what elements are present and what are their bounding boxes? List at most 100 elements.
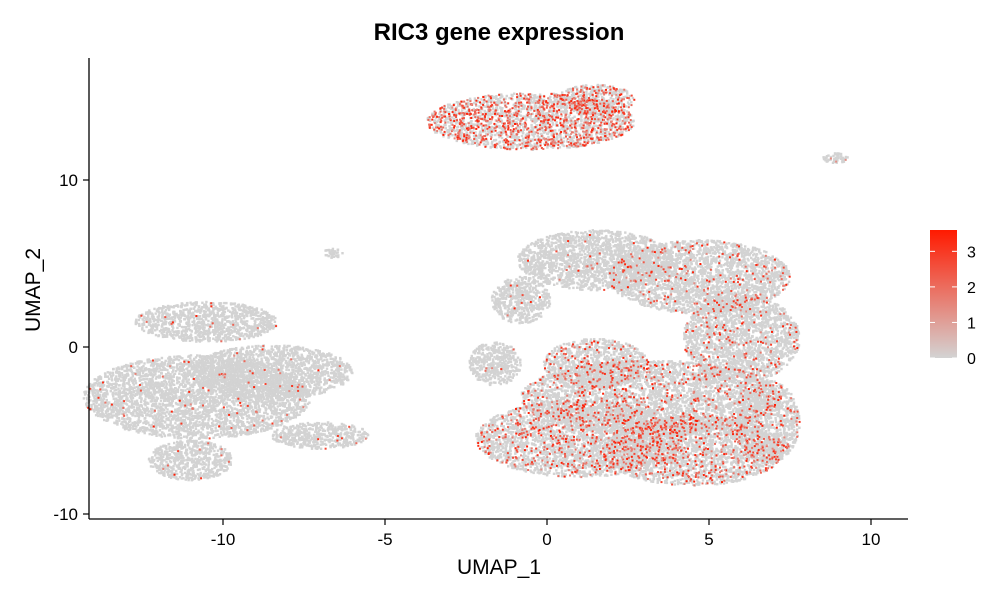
cell-point (208, 417, 210, 419)
cell-point (181, 392, 183, 394)
cell-point (189, 437, 191, 439)
cell-point (221, 434, 223, 436)
cell-point (234, 428, 236, 430)
cell-point (148, 370, 150, 372)
cell-point (157, 335, 159, 337)
cell-point (138, 377, 140, 379)
cell-point (160, 397, 162, 399)
cell-point (174, 387, 176, 389)
cell-point (175, 395, 177, 397)
cell-point (173, 411, 175, 413)
cell-point (241, 412, 243, 414)
cell-point (177, 437, 179, 439)
cell-point (111, 372, 113, 374)
cell-point (120, 404, 122, 406)
cell-point (172, 369, 174, 371)
cell-point (214, 320, 216, 322)
cell-point (188, 323, 190, 325)
cell-point (224, 324, 226, 326)
cell-point (253, 430, 255, 432)
cell-point (284, 420, 286, 422)
cell-point (165, 383, 167, 385)
cell-point (155, 377, 157, 379)
cell-point (155, 403, 157, 405)
cell-point (116, 404, 118, 406)
cell-point (158, 434, 160, 436)
cell-point (191, 411, 193, 413)
cell-point (101, 409, 103, 411)
cell-point (152, 417, 154, 419)
cell-point (151, 399, 153, 401)
cell-point (205, 424, 207, 426)
cell-point (154, 405, 156, 407)
cell-point (233, 393, 235, 395)
cell-point (158, 312, 160, 314)
cell-point (185, 363, 187, 365)
cell-point (102, 395, 104, 397)
cell-point (111, 376, 113, 378)
cell-point (175, 358, 177, 360)
cell-point (155, 334, 157, 336)
cell-point (176, 379, 178, 381)
cell-point (285, 369, 287, 371)
cell-point (98, 407, 100, 409)
cell-point (181, 357, 183, 359)
cell-point (222, 428, 224, 430)
cell-point (179, 321, 181, 323)
cell-point (148, 380, 150, 382)
cell-point (340, 368, 342, 370)
cell-point (232, 401, 234, 403)
cell-point (163, 363, 165, 365)
cell-point (242, 432, 244, 434)
cell-point (189, 302, 191, 304)
cell-point (229, 329, 231, 331)
cell-point (199, 383, 201, 385)
cell-point (172, 331, 174, 333)
cell-point (107, 386, 109, 388)
cell-point (173, 395, 175, 397)
cell-point (213, 407, 215, 409)
cell-point (198, 393, 200, 395)
cell-point (205, 437, 207, 439)
cell-point (167, 377, 169, 379)
cell-point (277, 421, 279, 423)
cell-point (195, 402, 197, 404)
cell-point (237, 318, 239, 320)
cell-point (138, 408, 140, 410)
cell-point (191, 385, 193, 387)
cell-point (227, 398, 229, 400)
cell-point (171, 418, 173, 420)
cell-point (195, 337, 197, 339)
cell-point (275, 416, 277, 418)
cell-point (216, 363, 218, 365)
cell-point (206, 409, 208, 411)
cell-point (282, 410, 284, 412)
cell-point (192, 419, 194, 421)
cell-point (110, 413, 112, 415)
cell-point (242, 335, 244, 337)
cell-point (274, 321, 276, 323)
cell-point (270, 402, 272, 404)
cell-point (125, 411, 127, 413)
cell-point (98, 410, 100, 412)
cell-point (205, 301, 207, 303)
cell-point (148, 309, 150, 311)
cell-point (277, 405, 279, 407)
cell-point (185, 339, 187, 341)
cell-point (171, 325, 173, 327)
cell-point (175, 402, 177, 404)
cell-point (133, 367, 135, 369)
cell-point (149, 378, 151, 380)
cell-point (223, 412, 225, 414)
cell-point (217, 433, 219, 435)
cell-point (202, 321, 204, 323)
cell-point (90, 406, 92, 408)
cell-point (169, 398, 171, 400)
cell-point (158, 376, 160, 378)
cell-point (180, 434, 182, 436)
cell-point (242, 421, 244, 423)
cell-point (241, 315, 243, 317)
cell-point (216, 393, 218, 395)
cell-point (165, 427, 167, 429)
cell-point (163, 400, 165, 402)
